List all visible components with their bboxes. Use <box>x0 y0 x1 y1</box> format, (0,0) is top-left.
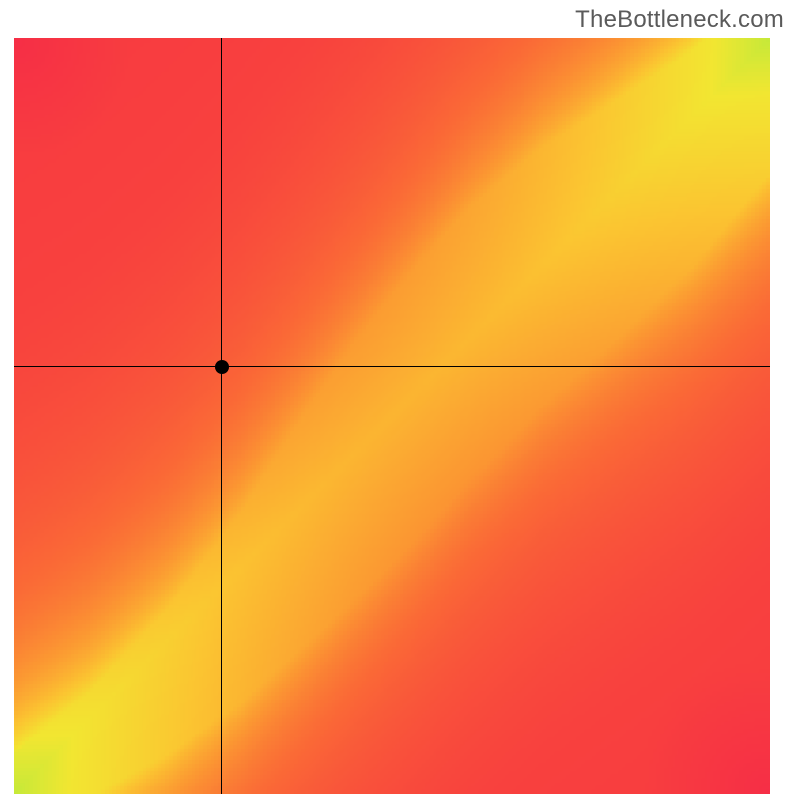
crosshair-vertical <box>221 38 222 794</box>
crosshair-horizontal <box>14 366 770 367</box>
bottleneck-heatmap <box>14 38 770 794</box>
crosshair-marker <box>215 360 229 374</box>
watermark-text: TheBottleneck.com <box>575 6 784 34</box>
